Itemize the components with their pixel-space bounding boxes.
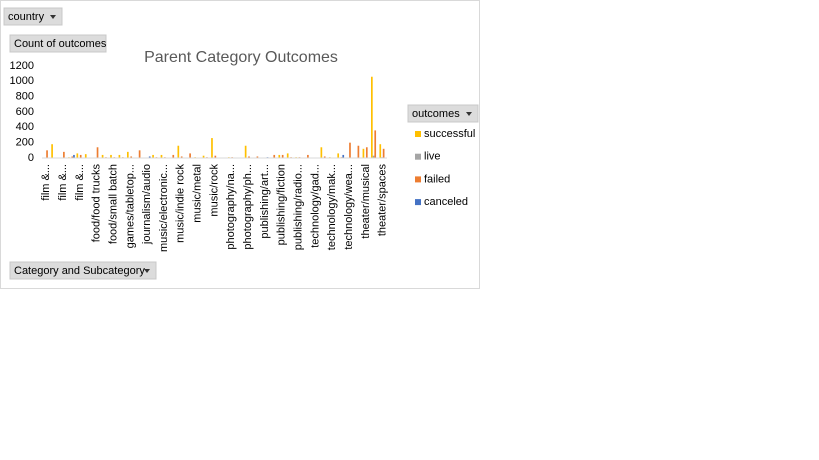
x-tick-label: theater/musical (360, 164, 372, 239)
bar (96, 147, 99, 158)
x-tick-label: technology/wea... (343, 164, 355, 250)
x-tick-label: publishing/radio... (293, 164, 305, 250)
x-tick-label: music/rock (208, 164, 220, 217)
x-tick-label: technology/gad... (309, 164, 321, 248)
x-tick-label: games/tabletop... (124, 164, 136, 248)
bar (349, 142, 351, 158)
bar (76, 153, 79, 158)
bar (307, 154, 309, 158)
bar (320, 147, 323, 158)
bar (126, 151, 129, 158)
bar (214, 155, 217, 158)
bar (256, 156, 259, 158)
value-field-button[interactable] (9, 34, 107, 53)
dropdown-arrow (466, 112, 472, 116)
bar (379, 144, 382, 158)
bar (357, 145, 360, 158)
bar (202, 155, 205, 158)
x-tick-label: theater/spaces (377, 164, 389, 237)
y-tick-label: 600 (16, 106, 34, 118)
legend-label: canceled (424, 196, 468, 208)
bar (382, 148, 385, 158)
x-tick-label: music/metal (192, 164, 204, 223)
bar (172, 154, 175, 158)
legend-label: successful (424, 128, 475, 140)
bar (79, 154, 82, 158)
bar (244, 145, 247, 158)
legend-swatch (415, 199, 421, 206)
bar (273, 154, 276, 158)
bar (118, 154, 121, 158)
bar (211, 138, 213, 158)
x-tick-label: film &... (74, 164, 86, 201)
bar (365, 147, 368, 158)
x-tick-label: music/electronic... (158, 164, 170, 252)
x-tick-label: film &... (57, 164, 69, 201)
x-tick-label: film &... (40, 164, 52, 201)
dropdown-arrow (50, 15, 56, 19)
legend-swatch (415, 176, 421, 183)
bar (323, 156, 326, 158)
bar (110, 154, 112, 158)
bar (160, 154, 163, 158)
y-tick-label: 200 (16, 137, 34, 149)
filter-button[interactable] (3, 7, 63, 26)
y-tick-label: 400 (16, 121, 34, 133)
bar (71, 156, 74, 158)
y-tick-label: 800 (16, 91, 34, 103)
filter-label: country (8, 11, 45, 23)
bar (138, 150, 141, 158)
bar (51, 144, 53, 158)
bar (130, 156, 133, 158)
bar (46, 150, 48, 158)
bar (148, 156, 151, 158)
x-tick-label: photography/na... (225, 164, 237, 250)
bar (278, 154, 281, 158)
bar (63, 151, 65, 158)
legend-swatch (415, 153, 421, 160)
legend-label: failed (424, 173, 450, 185)
bar (286, 153, 289, 158)
legend-label: live (424, 151, 441, 163)
legend-field-button[interactable] (407, 104, 479, 123)
bar (248, 156, 250, 158)
bar (101, 154, 104, 158)
axis-field-label: Category and Subcategory (14, 265, 145, 277)
bar (152, 154, 154, 158)
x-tick-label: publishing/art... (259, 164, 271, 239)
x-tick-label: journalism/audio (141, 164, 153, 245)
bar (177, 145, 180, 158)
bar (84, 154, 87, 158)
bar (281, 154, 284, 158)
x-tick-label: music/indie rock (175, 164, 187, 243)
x-tick-label: technology/mak... (326, 164, 338, 250)
bar (342, 154, 345, 158)
bar (337, 153, 340, 158)
legend-swatch (415, 131, 421, 137)
bar (73, 154, 75, 158)
y-tick-label: 0 (28, 152, 34, 164)
y-tick-label: 1000 (10, 75, 34, 87)
bar (371, 76, 373, 158)
bar (374, 130, 377, 158)
bar (180, 156, 183, 158)
x-tick-label: food/small batch (107, 164, 119, 244)
value-field-label: Count of outcomes (14, 38, 107, 50)
x-tick-label: photography/ph... (242, 164, 254, 250)
bar (189, 153, 191, 158)
dropdown-arrow (144, 269, 150, 273)
bar (372, 155, 375, 158)
y-tick-label: 1200 (10, 60, 34, 72)
axis-field-button[interactable] (9, 261, 157, 280)
bar (362, 148, 365, 158)
chart-title: Parent Category Outcomes (144, 49, 338, 66)
x-tick-label: food/food trucks (91, 164, 103, 243)
x-tick-label: publishing/fiction (276, 164, 288, 245)
legend-title: outcomes (412, 108, 460, 120)
